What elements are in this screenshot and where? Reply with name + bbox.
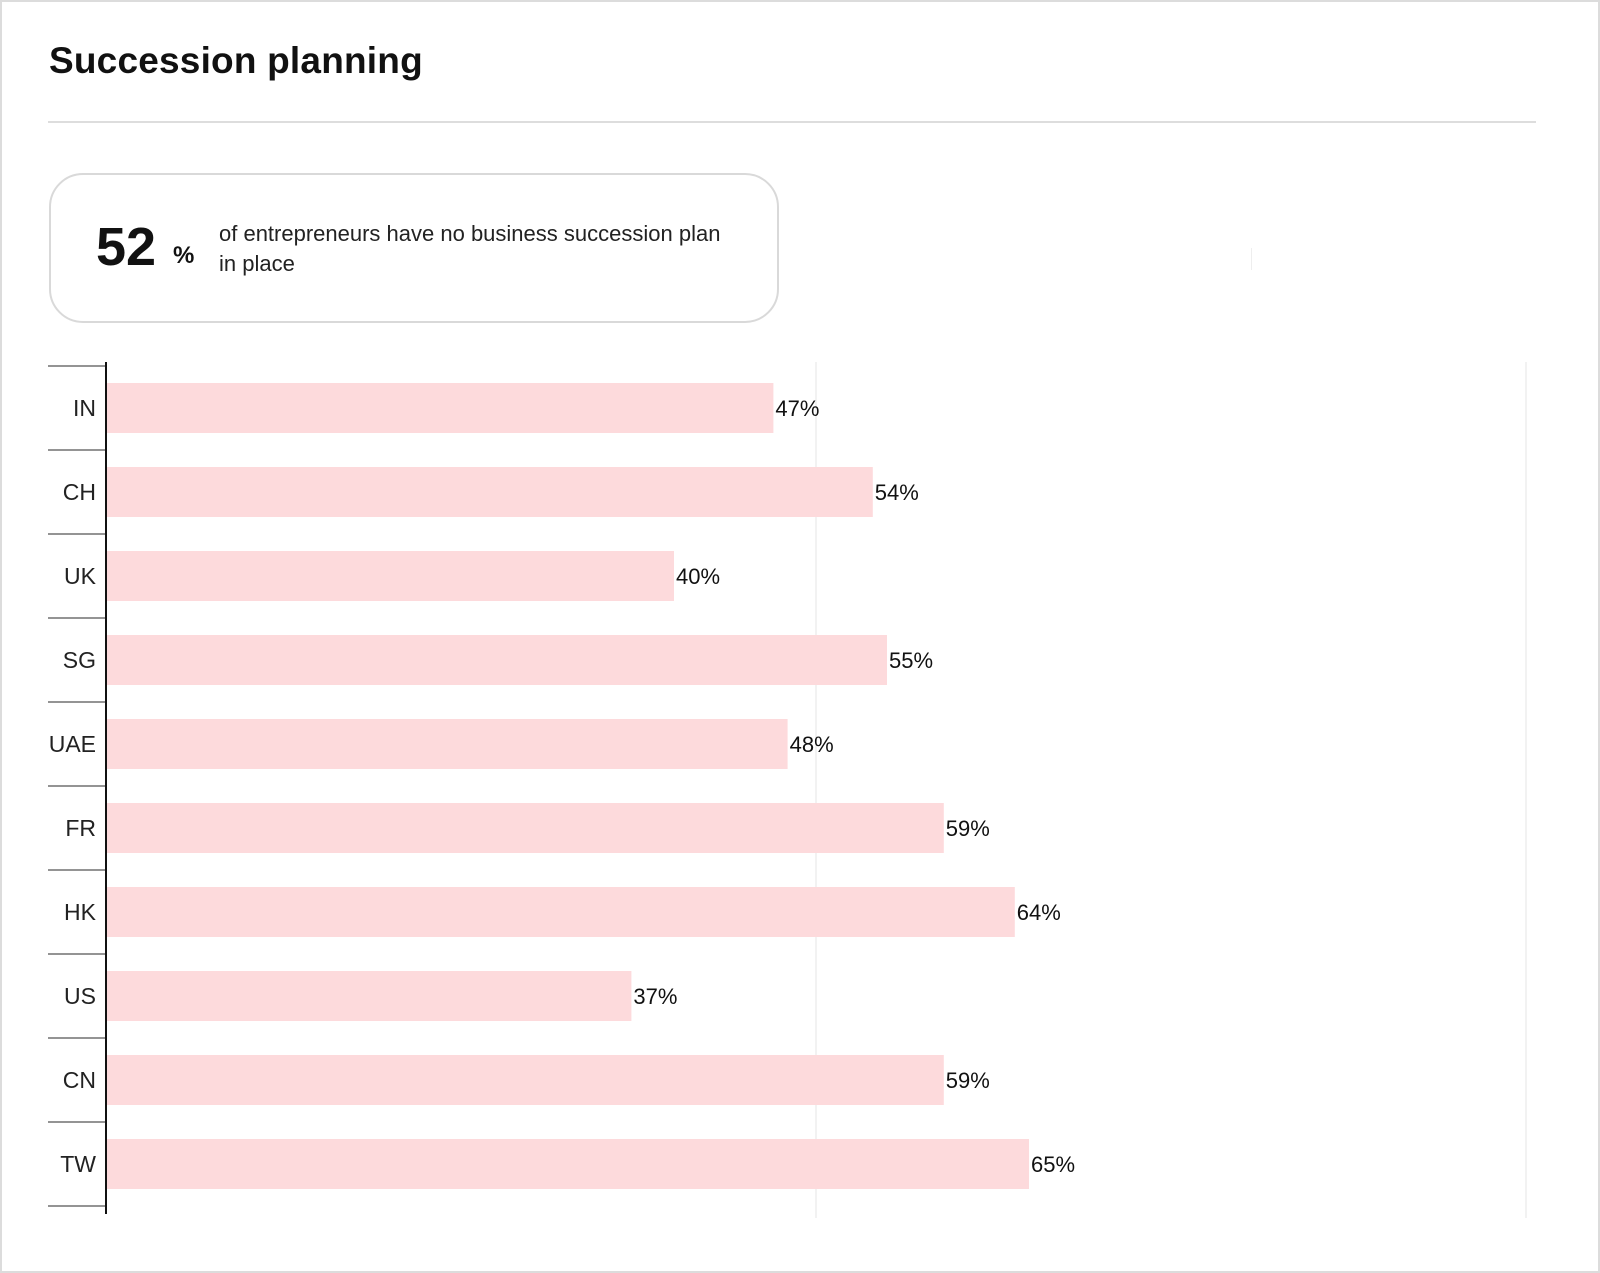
bar: [106, 719, 788, 769]
stat-description: of entrepreneurs have no business succes…: [219, 221, 721, 276]
data-label: 48%: [790, 732, 834, 757]
title-divider: [48, 121, 1536, 123]
data-label: 55%: [889, 648, 933, 673]
data-label: 37%: [633, 984, 677, 1009]
bar: [106, 803, 944, 853]
bar: [106, 551, 674, 601]
category-label: IN: [73, 395, 96, 421]
bar: [106, 467, 873, 517]
bar-chart: IN 47% CH 54% UK 40% SG 55% UAE 48% FR 59% HK 64% US 37…: [48, 362, 1527, 1218]
data-label: 64%: [1017, 900, 1061, 925]
stat-unit: %: [173, 242, 195, 269]
data-label: 54%: [875, 480, 919, 505]
bar: [106, 1139, 1029, 1189]
page-title: Succession planning: [49, 40, 423, 81]
data-label: 59%: [946, 1068, 990, 1093]
data-label: 59%: [946, 816, 990, 841]
data-label: 40%: [676, 564, 720, 589]
stat-value: 52: [96, 217, 157, 277]
bar: [106, 635, 887, 685]
bar: [106, 1055, 944, 1105]
category-label: UAE: [49, 731, 96, 757]
category-label: TW: [60, 1151, 96, 1177]
data-label: 47%: [775, 396, 819, 421]
bar: [106, 887, 1015, 937]
category-label: HK: [64, 899, 97, 925]
category-label: CH: [63, 479, 96, 505]
category-label: FR: [65, 815, 96, 841]
bar: [106, 971, 632, 1021]
category-label: CN: [63, 1067, 96, 1093]
category-label: SG: [63, 647, 96, 673]
bar: [106, 383, 774, 433]
stat-card: 52 % of entrepreneurs have no business s…: [49, 173, 779, 323]
category-label: UK: [64, 563, 97, 589]
data-label: 65%: [1031, 1152, 1075, 1177]
ghost-divider: [1251, 248, 1252, 270]
category-label: US: [64, 983, 96, 1009]
